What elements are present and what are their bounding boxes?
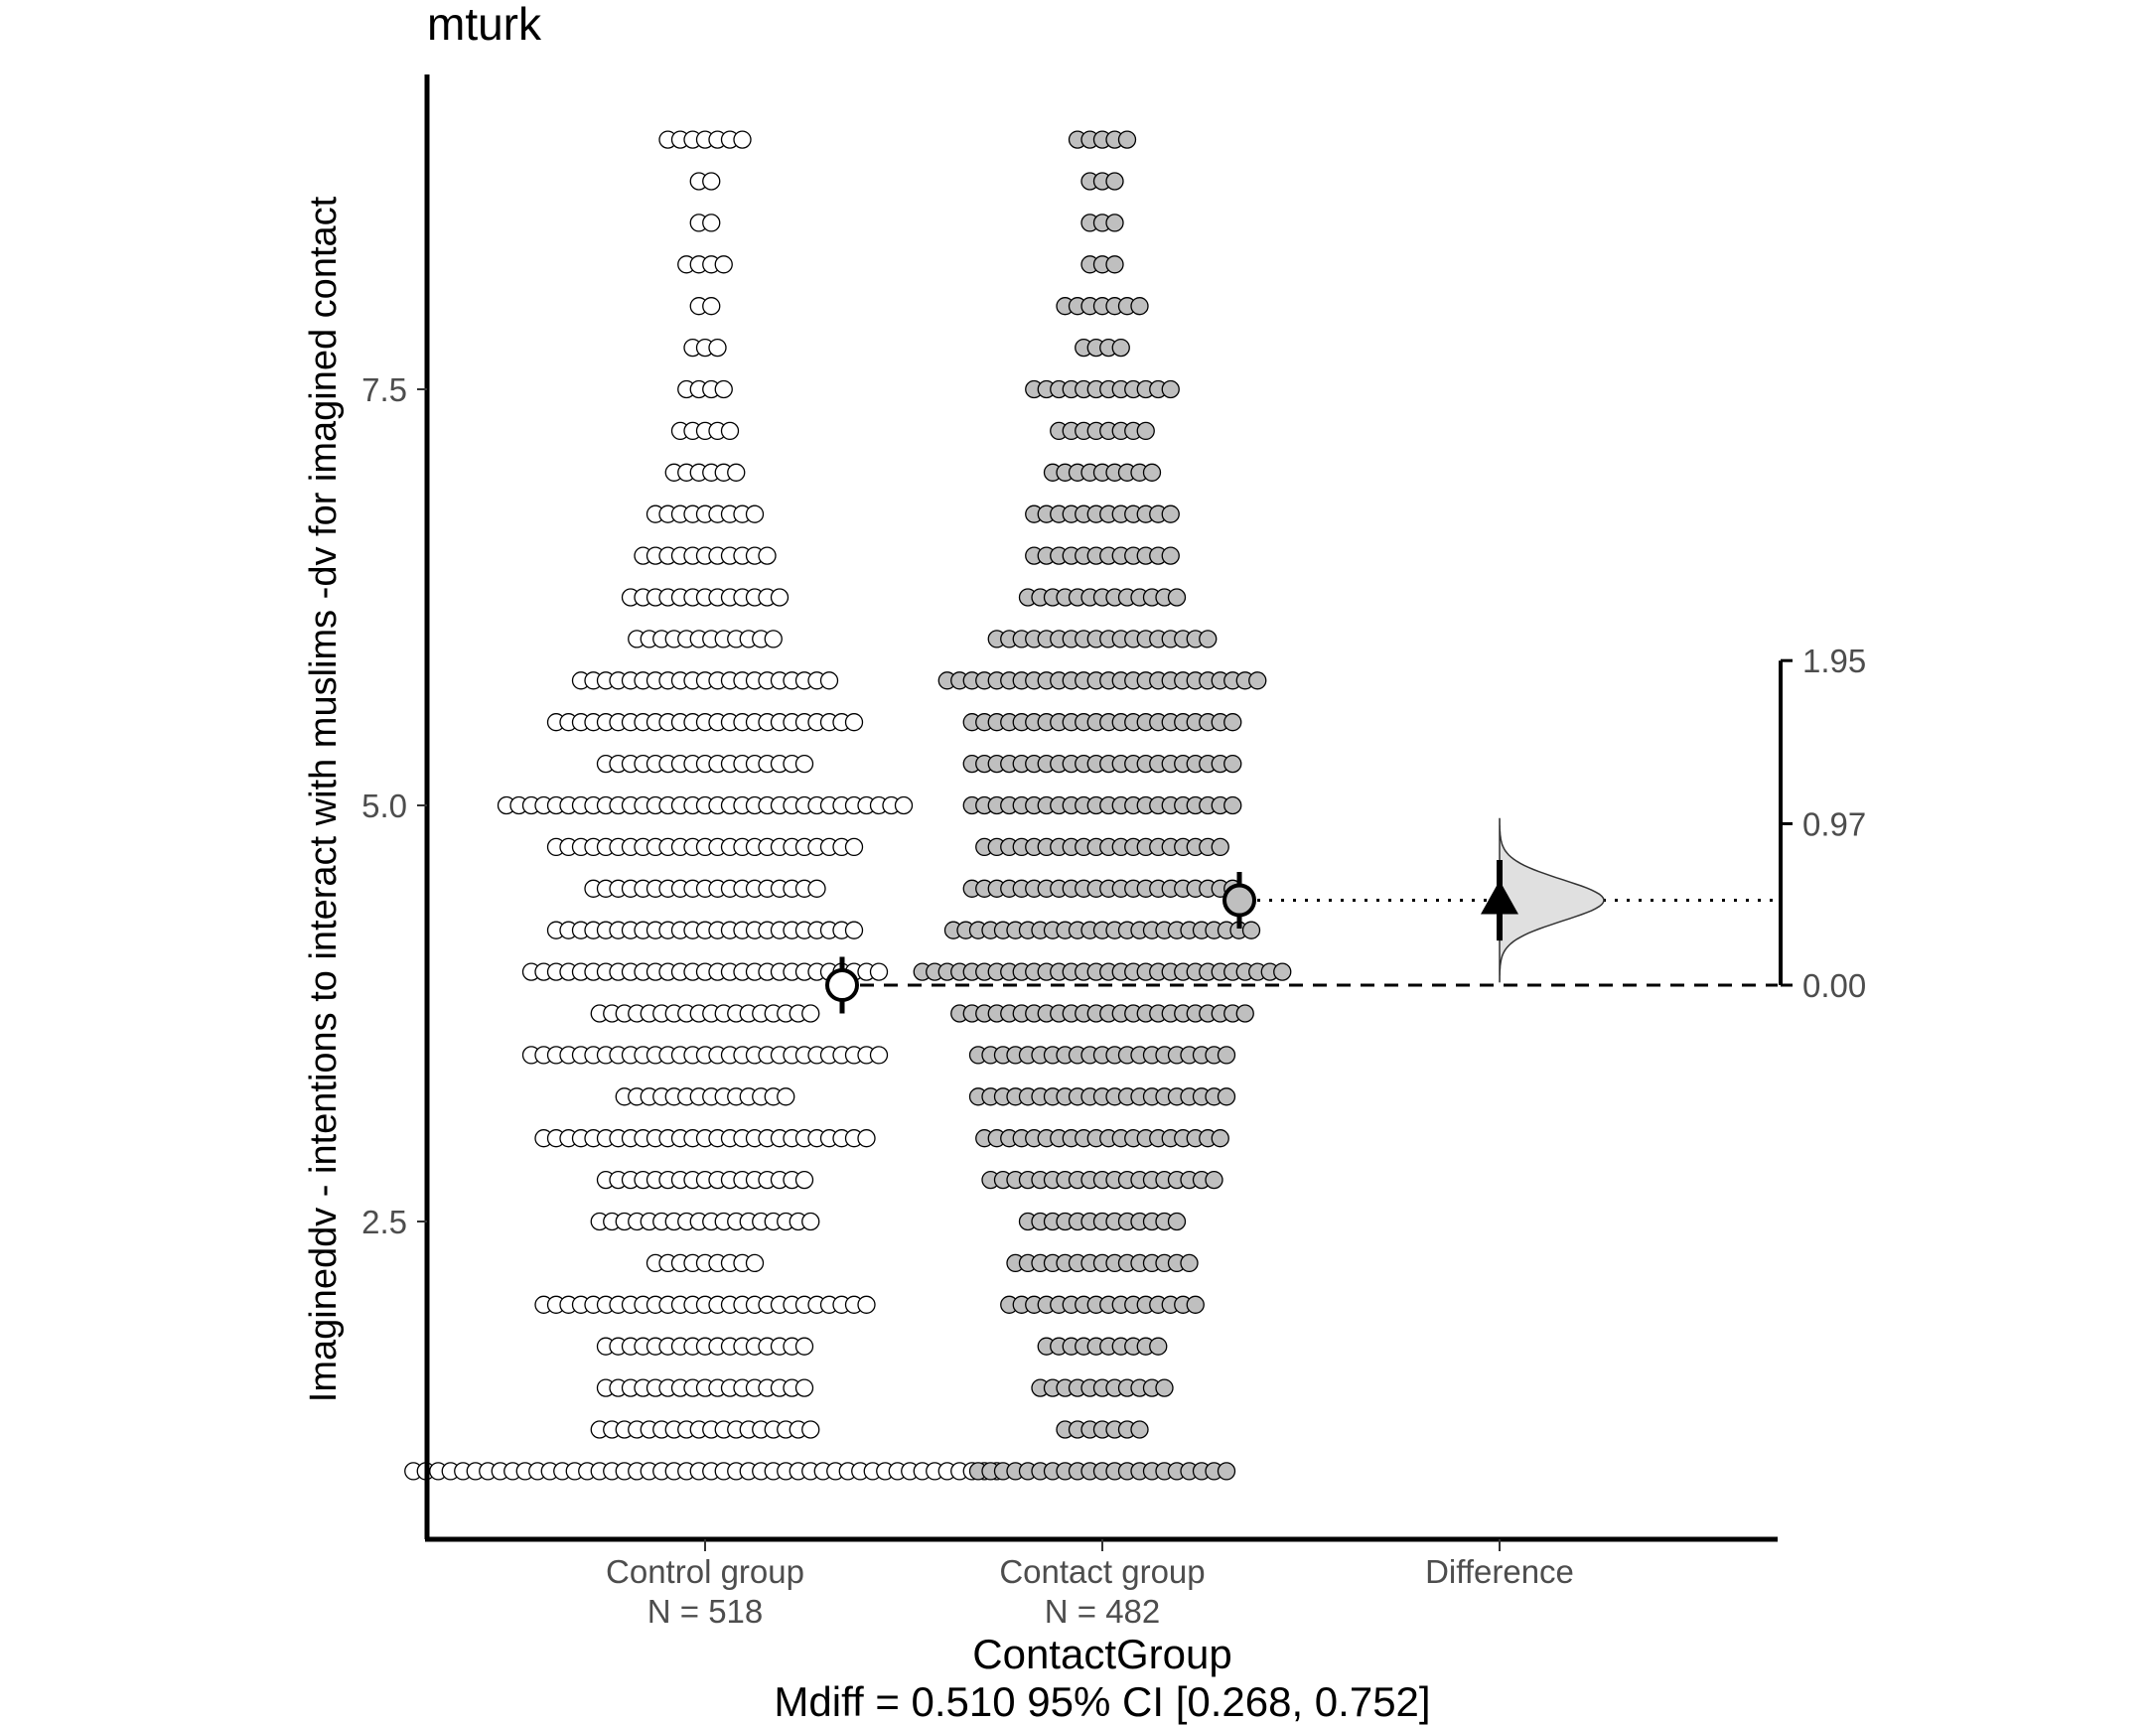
data-point: [1223, 754, 1242, 774]
data-point: [702, 297, 721, 316]
data-point: [1155, 1378, 1174, 1397]
data-point: [1223, 795, 1242, 815]
data-point: [801, 1420, 820, 1439]
data-point: [1199, 630, 1218, 648]
data-point: [857, 1295, 876, 1314]
data-point: [794, 1170, 814, 1190]
data-point: [869, 962, 889, 981]
data-point: [1130, 297, 1149, 316]
data-point: [1161, 546, 1180, 565]
data-point: [702, 172, 721, 191]
data-point: [777, 1087, 795, 1106]
data-point: [1161, 379, 1180, 399]
data-point: [733, 130, 752, 149]
data-point: [794, 754, 814, 774]
data-point: [1217, 1462, 1236, 1481]
data-point: [1248, 671, 1267, 690]
data-point: [844, 713, 864, 732]
data-point: [714, 379, 733, 399]
chart-title: mturk: [427, 0, 542, 50]
data-point: [1167, 1212, 1187, 1231]
x-axis-label: ContactGroup: [972, 1631, 1231, 1677]
data-point: [1142, 463, 1162, 482]
group-mean-point: [825, 968, 859, 1003]
data-points: [404, 130, 1292, 1481]
data-point: [1273, 962, 1292, 981]
difference-density: [1499, 817, 1605, 983]
difference-axis-label: 0.00: [1802, 967, 1866, 1004]
difference-axis-label: 1.95: [1802, 643, 1866, 679]
data-point: [1217, 1087, 1236, 1106]
data-point: [801, 1004, 820, 1023]
difference-mean-marker: [1481, 880, 1518, 915]
data-point: [745, 1253, 765, 1273]
difference-axis-label: 0.97: [1802, 805, 1866, 842]
data-point: [794, 1337, 814, 1356]
data-point: [844, 837, 864, 857]
data-point: [1180, 1253, 1199, 1273]
x-tick-label: Contact group: [999, 1553, 1205, 1590]
data-point: [1211, 837, 1229, 857]
data-point: [1167, 588, 1187, 607]
data-point: [807, 879, 826, 898]
data-point: [1217, 1046, 1236, 1065]
data-point: [1241, 921, 1261, 939]
data-point: [1105, 214, 1124, 232]
group-n-label: N = 482: [1045, 1593, 1161, 1630]
data-point: [801, 1212, 820, 1231]
data-point: [764, 630, 783, 648]
data-point: [1130, 1420, 1149, 1439]
data-point: [894, 795, 914, 815]
group-mean-point: [1222, 883, 1256, 918]
data-point: [1186, 1295, 1205, 1314]
data-point: [1105, 255, 1124, 274]
data-point: [1223, 713, 1242, 732]
data-point: [1161, 504, 1180, 523]
data-point: [844, 921, 864, 939]
y-tick-label: 2.5: [361, 1204, 407, 1240]
data-point: [1136, 421, 1155, 441]
x-axis-ticks: Control group Contact group Difference N = …: [606, 1539, 1574, 1630]
data-point: [758, 546, 777, 565]
data-point: [770, 588, 790, 607]
y-tick-label: 7.5: [361, 371, 407, 408]
data-point: [819, 671, 839, 690]
y-tick-label: 5.0: [361, 788, 407, 824]
data-point: [1117, 130, 1137, 149]
x-tick-label: Control group: [606, 1553, 804, 1590]
group-points-0: [404, 130, 1006, 1481]
data-point: [745, 504, 765, 523]
x-tick-label: Difference: [1425, 1553, 1574, 1590]
data-point: [1205, 1170, 1223, 1190]
difference-panel: 0.00 0.97 1.95: [825, 643, 1866, 1014]
data-point: [1235, 1004, 1254, 1023]
data-point: [727, 463, 746, 482]
data-point: [857, 1129, 876, 1148]
data-point: [794, 1378, 814, 1397]
data-point: [1211, 1129, 1229, 1148]
y-axis-ticks: 2.5 5.0 7.5: [361, 371, 427, 1240]
data-point: [869, 1046, 889, 1065]
data-point: [1105, 172, 1124, 191]
group-points-1: [913, 130, 1292, 1481]
group-n-label: N = 518: [647, 1593, 764, 1630]
data-point: [708, 338, 727, 358]
data-point: [714, 255, 733, 274]
data-point: [720, 421, 740, 441]
data-point: [1111, 338, 1130, 358]
data-point: [702, 214, 721, 232]
chart-caption: Mdiff = 0.510 95% CI [0.268, 0.752]: [774, 1678, 1430, 1725]
data-point: [1149, 1337, 1168, 1356]
y-axis-label: Imagineddv - intentions to interact with…: [303, 196, 345, 1402]
